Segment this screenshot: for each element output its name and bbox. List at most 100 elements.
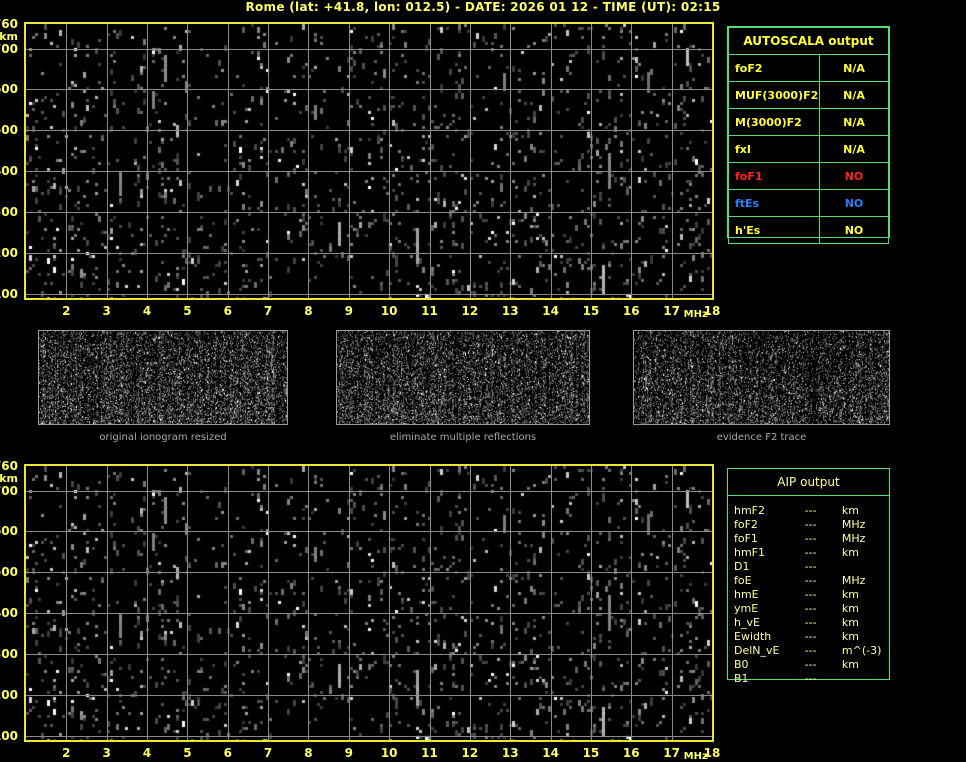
aip-param-unit: km [841, 588, 860, 601]
aip-param-value: --- [804, 560, 817, 573]
x-axis-tick-label: 8 [304, 304, 313, 318]
x-axis-tick-label: 17 [663, 304, 680, 318]
y-axis-unit-label: km [0, 472, 18, 485]
x-axis-tick-label: 17 [663, 746, 680, 760]
autoscala-param-value: NO [819, 189, 889, 217]
strip-f2trace-echo-map [634, 331, 889, 424]
aip-param-value: --- [804, 518, 817, 531]
aip-row: D1 --- [734, 560, 889, 574]
aip-row: Ewidth --- km [734, 630, 889, 644]
x-axis-tick-label: 13 [501, 746, 519, 760]
aip-param-name: B1 [734, 672, 749, 685]
x-axis-tick-label: 11 [421, 304, 438, 318]
page-title: Rome (lat: +41.8, lon: 012.5) - DATE: 20… [245, 0, 721, 14]
strip-eliminate-echo-map [337, 331, 589, 424]
aip-param-value: --- [804, 672, 817, 685]
x-axis-tick-label: 10 [380, 746, 398, 760]
aip-param-unit: km [841, 630, 860, 643]
top-ionogram-plot[interactable] [24, 22, 714, 300]
y-axis-tick-label: 400 [0, 606, 18, 621]
aip-param-name: hmF2 [734, 504, 766, 517]
strip-original-echo-map [39, 331, 287, 424]
autoscala-row: h'Es NO [728, 216, 889, 244]
aip-row: foF1 --- MHz [734, 532, 889, 546]
autoscala-param-name: ftEs [728, 189, 820, 217]
y-axis-tick-label: 200 [0, 688, 18, 702]
aip-row: B0 --- km [734, 658, 889, 672]
aip-param-unit: MHz [841, 532, 866, 545]
bottom-ionogram-echo-map [26, 466, 712, 740]
x-axis-tick-label: 16 [622, 304, 640, 318]
x-axis-unit-label: MHz [683, 751, 708, 762]
y-axis-tick-label: 100 [0, 728, 18, 743]
aip-row: foE --- MHz [734, 574, 889, 588]
autoscala-row: M(3000)F2 N/A [728, 108, 889, 136]
aip-param-value: --- [804, 588, 817, 601]
autoscala-param-name: foF1 [728, 162, 820, 190]
aip-row: hmF2 --- km [734, 504, 889, 518]
aip-param-unit [842, 560, 889, 574]
y-axis-unit-label: km [0, 30, 18, 43]
y-axis-tick-label: 500 [0, 123, 18, 138]
x-axis-tick-label: 5 [183, 304, 192, 318]
strip-eliminate-multiple-reflections[interactable] [336, 330, 590, 425]
aip-row: DelN_vE --- m^(-3) [734, 644, 889, 658]
aip-param-name: hmF1 [734, 546, 766, 559]
autoscala-param-value: N/A [819, 54, 889, 82]
aip-param-value: --- [804, 532, 817, 545]
x-axis-tick-label: 3 [102, 304, 111, 318]
autoscala-param-value: N/A [819, 81, 889, 109]
x-axis-tick-label: 2 [62, 304, 71, 318]
x-axis-tick-label: 9 [344, 746, 353, 760]
strip-caption-1: eliminate multiple reflections [389, 432, 537, 443]
autoscala-row: fxI N/A [728, 135, 889, 163]
autoscala-param-name: MUF(3000)F2 [728, 81, 820, 109]
x-axis-tick-label: 18 [703, 304, 721, 318]
aip-param-unit: MHz [841, 518, 866, 531]
x-axis-tick-label: 14 [542, 304, 559, 318]
top-ionogram-echo-map [26, 24, 712, 298]
y-axis-tick-label: 600 [0, 524, 18, 539]
autoscala-header-row: AUTOSCALA output [728, 27, 889, 55]
y-axis-tick-label: 100 [0, 286, 18, 301]
aip-param-unit: km [841, 504, 860, 517]
aip-param-unit [842, 672, 889, 686]
top-ionogram-panel: 760 700 600 500 400 300 200 100 km 2 3 4 5 6 7 8 9 10 11 1… [0, 16, 740, 320]
aip-param-unit: km [841, 616, 860, 629]
x-axis-tick-label: 11 [421, 746, 438, 760]
x-axis-tick-label: 14 [542, 746, 559, 760]
x-axis-tick-label: 9 [344, 304, 353, 318]
autoscala-param-name: M(3000)F2 [728, 108, 820, 136]
aip-row: foF2 --- MHz [734, 518, 889, 532]
aip-output-table: AIP output hmF2 --- km foF2 --- MHz foF1 --- MHz… [727, 468, 890, 685]
aip-row: h_vE --- km [734, 616, 889, 630]
autoscala-param-name: fxI [728, 135, 820, 163]
autoscala-param-value: NO [819, 162, 889, 190]
y-axis-tick-label: 300 [0, 647, 18, 662]
aip-param-value: --- [804, 546, 817, 559]
x-axis-tick-label: 2 [62, 746, 71, 760]
aip-param-name: B0 [734, 658, 749, 671]
aip-param-value: --- [804, 602, 817, 615]
autoscala-row: foF1 NO [728, 162, 889, 190]
aip-param-value: --- [804, 504, 817, 517]
autoscala-row: ftEs NO [728, 189, 889, 217]
aip-row: B1 --- [734, 672, 889, 686]
strip-evidence-f2-trace[interactable] [633, 330, 890, 425]
bottom-ionogram-plot[interactable] [24, 464, 714, 742]
aip-param-name: foF1 [734, 532, 758, 545]
x-axis-tick-label: 4 [142, 746, 152, 760]
aip-param-name: foE [734, 574, 752, 587]
autoscala-header-label: AUTOSCALA output [728, 27, 889, 55]
autoscala-param-value: NO [819, 216, 889, 244]
aip-param-unit: km [841, 602, 860, 615]
autoscala-param-name: foF2 [728, 54, 820, 82]
aip-param-name: h_vE [734, 616, 760, 629]
autoscala-param-name: h'Es [728, 216, 820, 244]
strip-original-ionogram-resized[interactable] [38, 330, 288, 425]
aip-param-value: --- [804, 574, 817, 587]
y-axis-tick-label: 600 [0, 82, 18, 97]
aip-row: ymE --- km [734, 602, 889, 616]
x-axis-tick-label: 12 [461, 746, 479, 760]
x-axis-tick-label: 10 [380, 304, 398, 318]
